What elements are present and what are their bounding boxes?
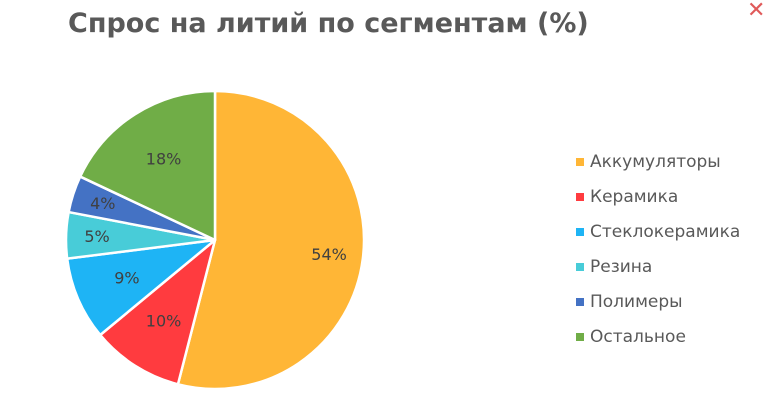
legend-item-ceramics: Керамика bbox=[576, 179, 740, 214]
legend-label: Полимеры bbox=[590, 291, 683, 312]
legend-swatch bbox=[576, 297, 584, 306]
legend-item-batteries: Аккумуляторы bbox=[576, 144, 740, 179]
close-icon[interactable]: ✕ bbox=[747, 0, 766, 23]
label-rubber: 5% bbox=[84, 227, 109, 246]
slice-other bbox=[78, 89, 217, 242]
legend-item-polymers: Полимеры bbox=[576, 284, 740, 319]
legend-swatch bbox=[576, 157, 584, 166]
slice-glass-ceramics bbox=[65, 238, 217, 337]
pie-labels: 54% 10% 9% 5% 4% 18% bbox=[84, 149, 347, 330]
label-other: 18% bbox=[146, 149, 182, 168]
legend-item-rubber: Резина bbox=[576, 249, 740, 284]
chart-title: Спрос на литий по сегментам (%) bbox=[68, 8, 589, 39]
legend-swatch bbox=[576, 192, 584, 201]
legend-label: Аккумуляторы bbox=[590, 151, 721, 172]
pie-slices bbox=[64, 89, 366, 391]
chart-legend: Аккумуляторы Керамика Стеклокерамика Рез… bbox=[576, 144, 740, 354]
legend-swatch bbox=[576, 227, 584, 236]
legend-label: Остальное bbox=[590, 326, 686, 347]
legend-swatch bbox=[576, 262, 584, 271]
slice-ceramics bbox=[98, 238, 217, 386]
label-glass-ceramics: 9% bbox=[114, 269, 139, 288]
label-polymers: 4% bbox=[90, 194, 115, 213]
legend-label: Резина bbox=[590, 256, 653, 277]
label-ceramics: 10% bbox=[146, 312, 182, 331]
slice-batteries bbox=[176, 89, 366, 391]
legend-label: Стеклокерамика bbox=[590, 221, 741, 242]
legend-label: Керамика bbox=[590, 186, 679, 207]
legend-swatch bbox=[576, 332, 584, 341]
legend-item-glass-ceramics: Стеклокерамика bbox=[576, 214, 740, 249]
legend-item-other: Остальное bbox=[576, 319, 740, 354]
label-batteries: 54% bbox=[311, 245, 347, 264]
